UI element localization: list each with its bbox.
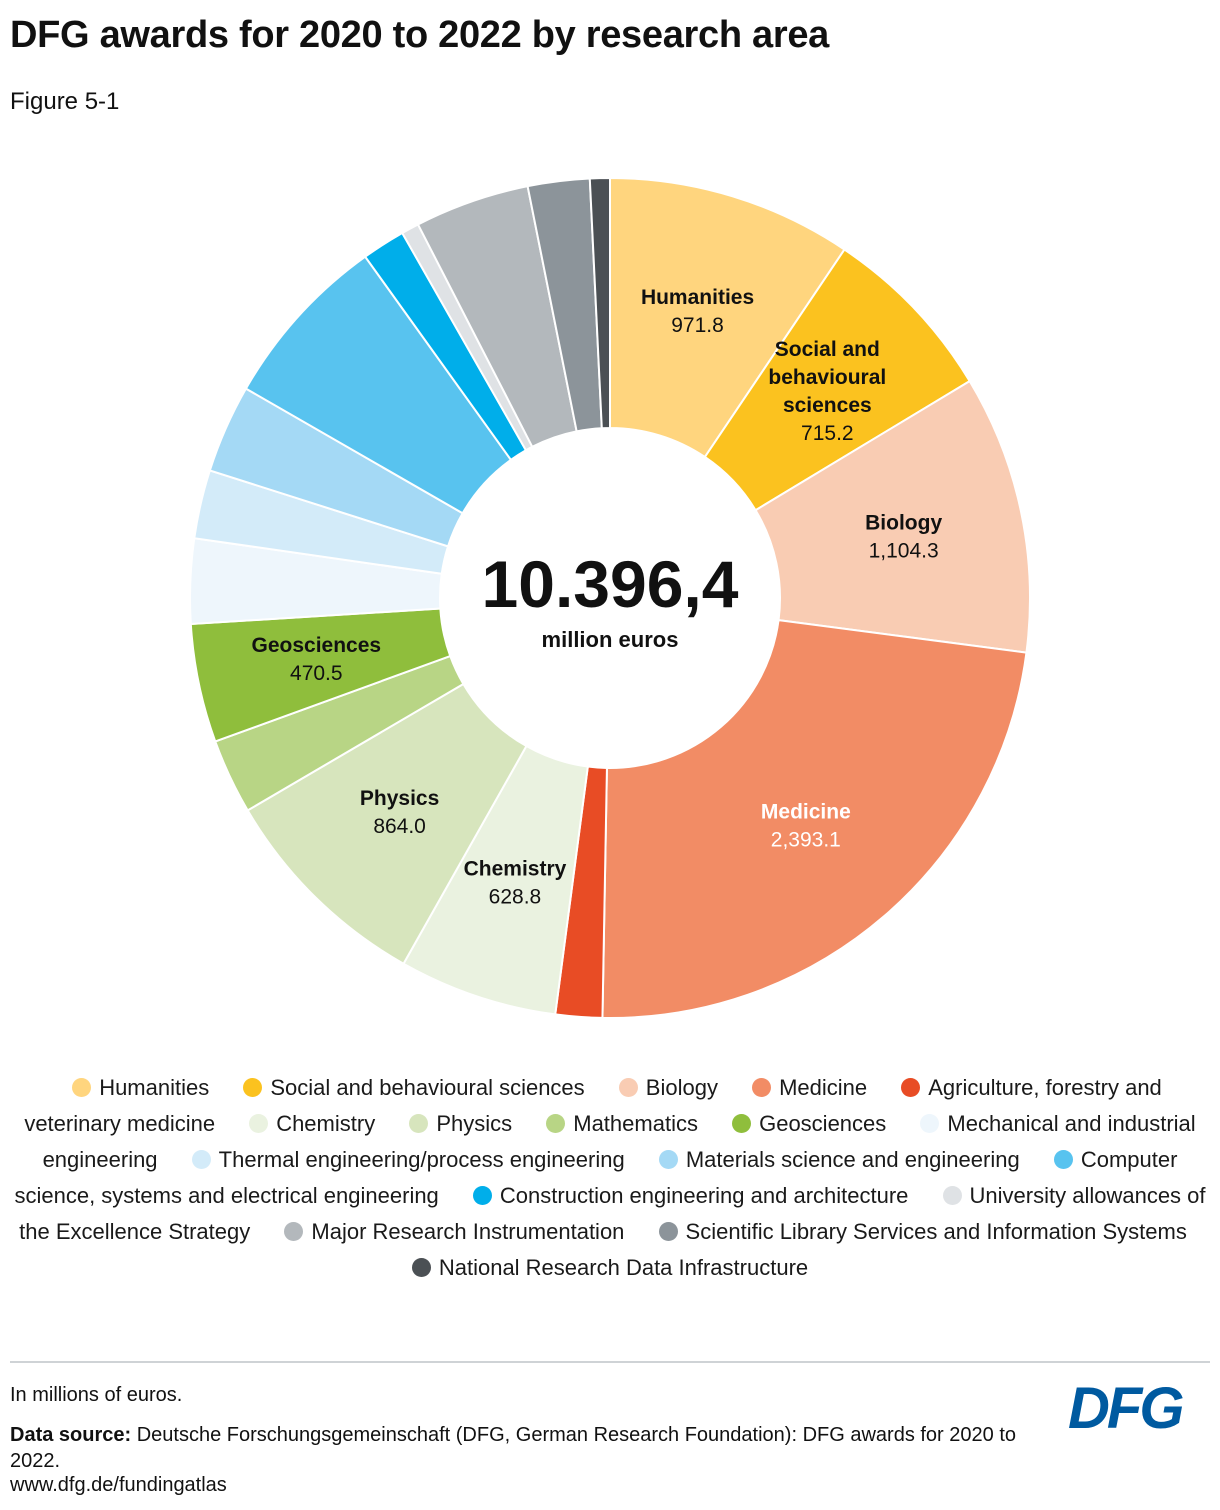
- legend-label: Biology: [645, 1075, 718, 1100]
- legend-label: Major Research Instrumentation: [311, 1219, 625, 1244]
- legend-swatch: [284, 1222, 304, 1241]
- legend-swatch: [411, 1258, 431, 1277]
- legend-item-university-allowances-of-the-excellence-strategy: University allowances of the Excellence …: [19, 1183, 1205, 1244]
- legend-swatch: [942, 1186, 962, 1205]
- legend-swatch: [546, 1114, 566, 1133]
- figure-number: Figure 5-1: [10, 88, 120, 115]
- dfg-logo: DFG: [1068, 1379, 1186, 1435]
- legend-swatch: [191, 1150, 211, 1169]
- legend-item-chemistry: Chemistry: [249, 1111, 375, 1136]
- slice-value-social-and-behavioural-sciences: 715.2: [801, 422, 854, 445]
- legend-swatch: [1053, 1150, 1073, 1169]
- slice-label-chemistry: Chemistry: [464, 858, 567, 881]
- legend-item-medicine: Medicine: [752, 1075, 867, 1100]
- center-total-label: million euros: [542, 627, 679, 652]
- legend-item-humanities: Humanities: [72, 1075, 209, 1100]
- data-source-label: Data source:: [10, 1424, 132, 1446]
- slice-label-biology: Biology: [865, 512, 942, 535]
- legend-label: Scientific Library Services and Informat…: [685, 1219, 1187, 1244]
- center-total-value: 10.396,4: [482, 547, 739, 621]
- slice-label-geosciences: Geosciences: [252, 634, 382, 657]
- legend-label: Agriculture, forestry and veterinary med…: [24, 1075, 1162, 1136]
- legend-label: Medicine: [779, 1075, 868, 1100]
- legend-label: National Research Data Infrastructure: [438, 1255, 809, 1280]
- unit-note: In millions of euros.: [10, 1384, 183, 1406]
- legend-label: Materials science and engineering: [685, 1147, 1020, 1172]
- legend-label: Mechanical and industrial engineering: [42, 1111, 1196, 1172]
- slice-labels: Humanities 971.8 Social and behavioural scie…: [252, 286, 943, 908]
- legend-swatch: [472, 1186, 492, 1205]
- data-source-text: Deutsche Forschungsgemeinschaft (DFG, Ge…: [10, 1424, 1016, 1472]
- slice-label-social-and-behavioural-sciences: Social and: [775, 338, 880, 361]
- legend-item-scientific-library-services-and-information-systems: Scientific Library Services and Informat…: [658, 1219, 1187, 1244]
- data-source: Data source: Deutsche Forschungsgemeinsc…: [10, 1422, 1040, 1474]
- donut-chart: Humanities 971.8 Social and behavioural scie…: [189, 176, 1031, 1019]
- legend-label: Computer science, systems and electrical…: [14, 1147, 1178, 1208]
- source-url: www.dfg.de/fundingatlas: [10, 1474, 227, 1496]
- slice-biology: [754, 379, 1031, 654]
- legend-item-geosciences: Geosciences: [732, 1111, 886, 1136]
- slice-value-geosciences: 470.5: [290, 662, 343, 685]
- legend-item-mechanical-and-industrial-engineering: Mechanical and industrial engineering: [43, 1111, 1196, 1172]
- legend-swatch: [732, 1114, 752, 1133]
- slice-value-chemistry: 628.8: [489, 886, 542, 909]
- legend-item-national-research-data-infrastructure: National Research Data Infrastructure: [411, 1255, 809, 1280]
- slice-national-research-data-infrastructure: [588, 176, 611, 430]
- slice-value-physics: 864.0: [373, 815, 426, 838]
- slice-value-medicine: 2,393.1: [771, 828, 841, 851]
- legend-item-physics: Physics: [409, 1111, 512, 1136]
- slice-label-physics: Physics: [360, 787, 439, 810]
- legend-label: University allowances of the Excellence …: [19, 1183, 1206, 1244]
- chart-title: DFG awards for 2020 to 2022 by research …: [10, 14, 830, 56]
- legend-swatch: [249, 1114, 269, 1133]
- slice-value-humanities: 971.8: [671, 314, 724, 337]
- slice-label-social-and-behavioural-sciences: sciences: [783, 394, 872, 417]
- legend-label: Thermal engineering/process engineering: [218, 1147, 625, 1172]
- legend-swatch: [243, 1078, 263, 1097]
- chart-legend: Humanities Social and behavioural scienc…: [10, 1070, 1210, 1286]
- legend-swatch: [658, 1150, 678, 1169]
- legend-swatch: [618, 1078, 638, 1097]
- legend-item-materials-science-and-engineering: Materials science and engineering: [658, 1147, 1020, 1172]
- slice-value-biology: 1,104.3: [869, 540, 939, 563]
- legend-swatch: [752, 1078, 772, 1097]
- legend-label: Social and behavioural sciences: [270, 1075, 585, 1100]
- svg-text:DFG: DFG: [1068, 1379, 1183, 1435]
- slice-label-social-and-behavioural-sciences: behavioural: [768, 366, 886, 389]
- donut-slices: [189, 176, 1031, 1019]
- legend-label: Mathematics: [573, 1111, 698, 1136]
- footer-divider: [10, 1361, 1210, 1363]
- slice-medicine: [601, 618, 1028, 1019]
- slice-humanities: [609, 176, 846, 459]
- slice-label-humanities: Humanities: [641, 286, 754, 309]
- legend-item-social-and-behavioural-sciences: Social and behavioural sciences: [243, 1075, 585, 1100]
- legend-label: Humanities: [99, 1075, 210, 1100]
- legend-swatch: [901, 1078, 921, 1097]
- slice-label-medicine: Medicine: [761, 800, 851, 823]
- legend-label: Chemistry: [276, 1111, 376, 1136]
- legend-item-computer-science-systems-and-electrical-engineering: Computer science, systems and electrical…: [14, 1147, 1177, 1208]
- legend-item-thermal-engineering-process-engineering: Thermal engineering/process engineering: [191, 1147, 625, 1172]
- legend-label: Geosciences: [759, 1111, 887, 1136]
- legend-swatch: [409, 1114, 429, 1133]
- legend-label: Physics: [436, 1111, 513, 1136]
- legend-item-construction-engineering-and-architecture: Construction engineering and architectur…: [472, 1183, 909, 1208]
- legend-item-mathematics: Mathematics: [546, 1111, 698, 1136]
- legend-swatch: [920, 1114, 940, 1133]
- legend-item-major-research-instrumentation: Major Research Instrumentation: [284, 1219, 624, 1244]
- legend-swatch: [658, 1222, 678, 1241]
- legend-swatch: [72, 1078, 92, 1097]
- legend-label: Construction engineering and architectur…: [499, 1183, 909, 1208]
- legend-item-biology: Biology: [618, 1075, 718, 1100]
- legend-item-agriculture-forestry-and-veterinary-medicine: Agriculture, forestry and veterinary med…: [24, 1075, 1161, 1136]
